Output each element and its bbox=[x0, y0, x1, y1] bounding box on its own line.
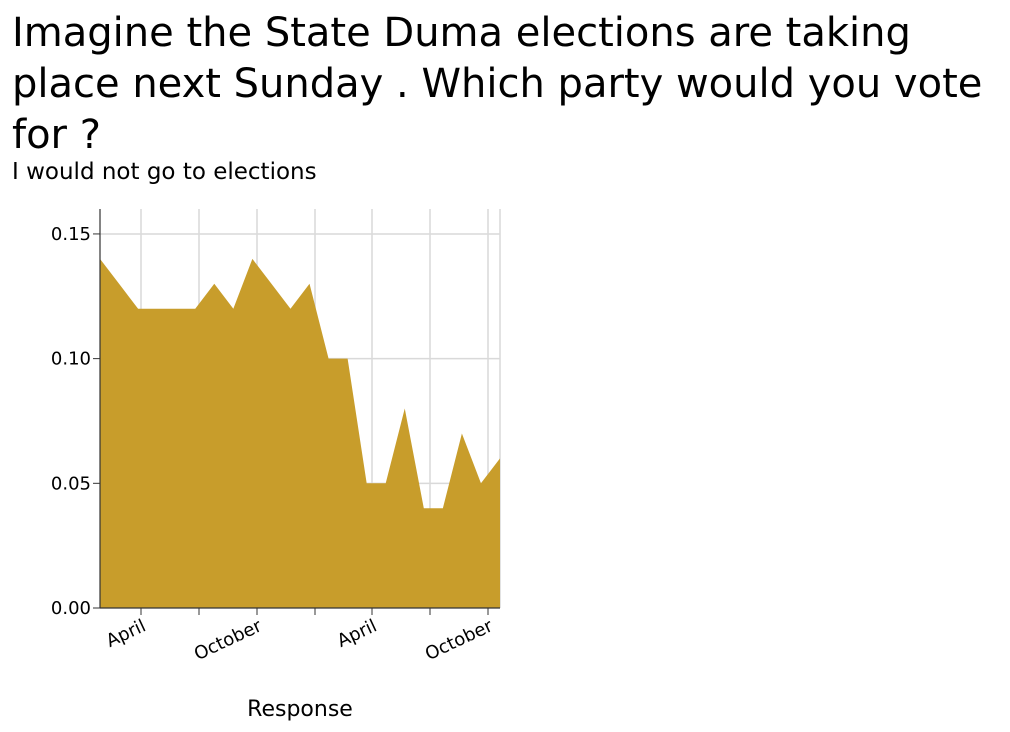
y-tick-label: 0.00 bbox=[51, 598, 91, 619]
y-tick-label: 0.15 bbox=[51, 224, 91, 245]
area-fill bbox=[100, 258, 500, 608]
x-tick-label: October bbox=[422, 615, 497, 665]
y-axis-ticks: 0.00 0.05 0.10 0.15 bbox=[51, 224, 100, 619]
x-tick-label: April bbox=[103, 615, 149, 651]
x-axis-ticks: April October April October bbox=[103, 608, 497, 665]
y-tick-label: 0.05 bbox=[51, 473, 91, 494]
chart-title: Imagine the State Duma elections are tak… bbox=[12, 10, 983, 158]
x-tick-label: October bbox=[191, 615, 266, 665]
area-series bbox=[100, 258, 500, 608]
axes bbox=[99, 209, 500, 609]
x-tick-label: April bbox=[334, 615, 380, 651]
y-tick-label: 0.10 bbox=[51, 349, 91, 370]
x-axis-label: Response bbox=[247, 697, 353, 722]
chart-subtitle: I would not go to elections bbox=[12, 159, 317, 185]
